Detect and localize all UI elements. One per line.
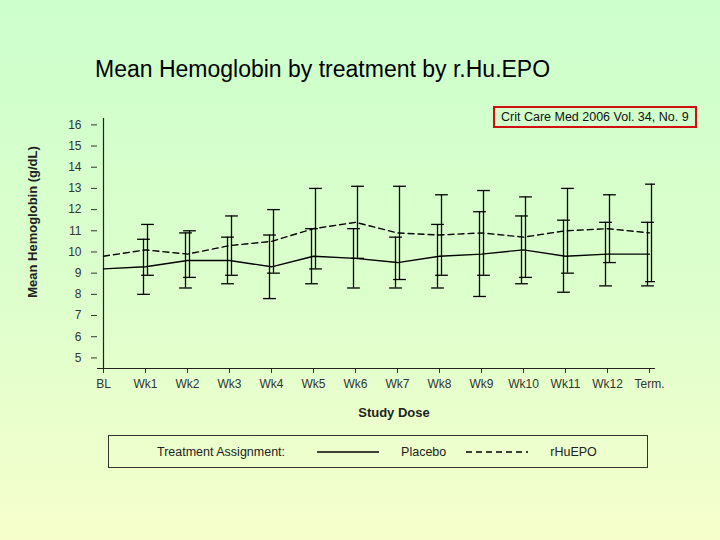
svg-text:Wk12: Wk12 [592,377,623,391]
svg-text:7: 7 [75,308,82,322]
html-text:Placebo: Placebo [401,444,447,459]
svg-text:Wk1: Wk1 [134,377,158,391]
svg-text:Wk8: Wk8 [428,377,452,391]
svg-text:BL: BL [96,377,111,391]
html-text:Mean Hemoglobin by treatment b: Mean Hemoglobin by treatment by r.Hu.EPO [95,56,551,82]
svg-text:11: 11 [69,224,82,238]
html-text:rHuEPO: rHuEPO [550,444,597,459]
svg-text:8: 8 [75,287,82,301]
svg-text:15: 15 [68,139,82,153]
svg-text:14: 14 [68,160,82,174]
svg-text:5: 5 [75,351,82,365]
svg-text:Wk6: Wk6 [344,377,368,391]
html-text:Mean Hemoglobin (g/dL): Mean Hemoglobin (g/dL) [24,146,40,298]
svg-text:Wk11: Wk11 [551,377,581,391]
svg-text:Wk2: Wk2 [176,377,200,391]
html-text:Treatment Assignment:: Treatment Assignment: [157,444,286,459]
svg-text:Wk5: Wk5 [302,377,326,391]
svg-text:Wk4: Wk4 [260,377,284,391]
svg-text:13: 13 [68,181,82,195]
svg-text:Wk9: Wk9 [470,377,494,391]
svg-text:Term.: Term. [635,377,665,391]
svg-text:10: 10 [68,245,82,259]
html-text:Crit Care Med 2006 Vol. 34, No: Crit Care Med 2006 Vol. 34, No. 9 [501,110,689,124]
svg-text:6: 6 [75,330,82,344]
svg-text:9: 9 [75,266,82,280]
svg-text:12: 12 [68,202,82,216]
svg-text:Wk7: Wk7 [386,377,410,391]
html-text:Study Dose: Study Dose [358,405,430,420]
svg-text:Wk3: Wk3 [218,377,242,391]
svg-text:Wk10: Wk10 [508,377,539,391]
svg-text:16: 16 [68,118,82,132]
